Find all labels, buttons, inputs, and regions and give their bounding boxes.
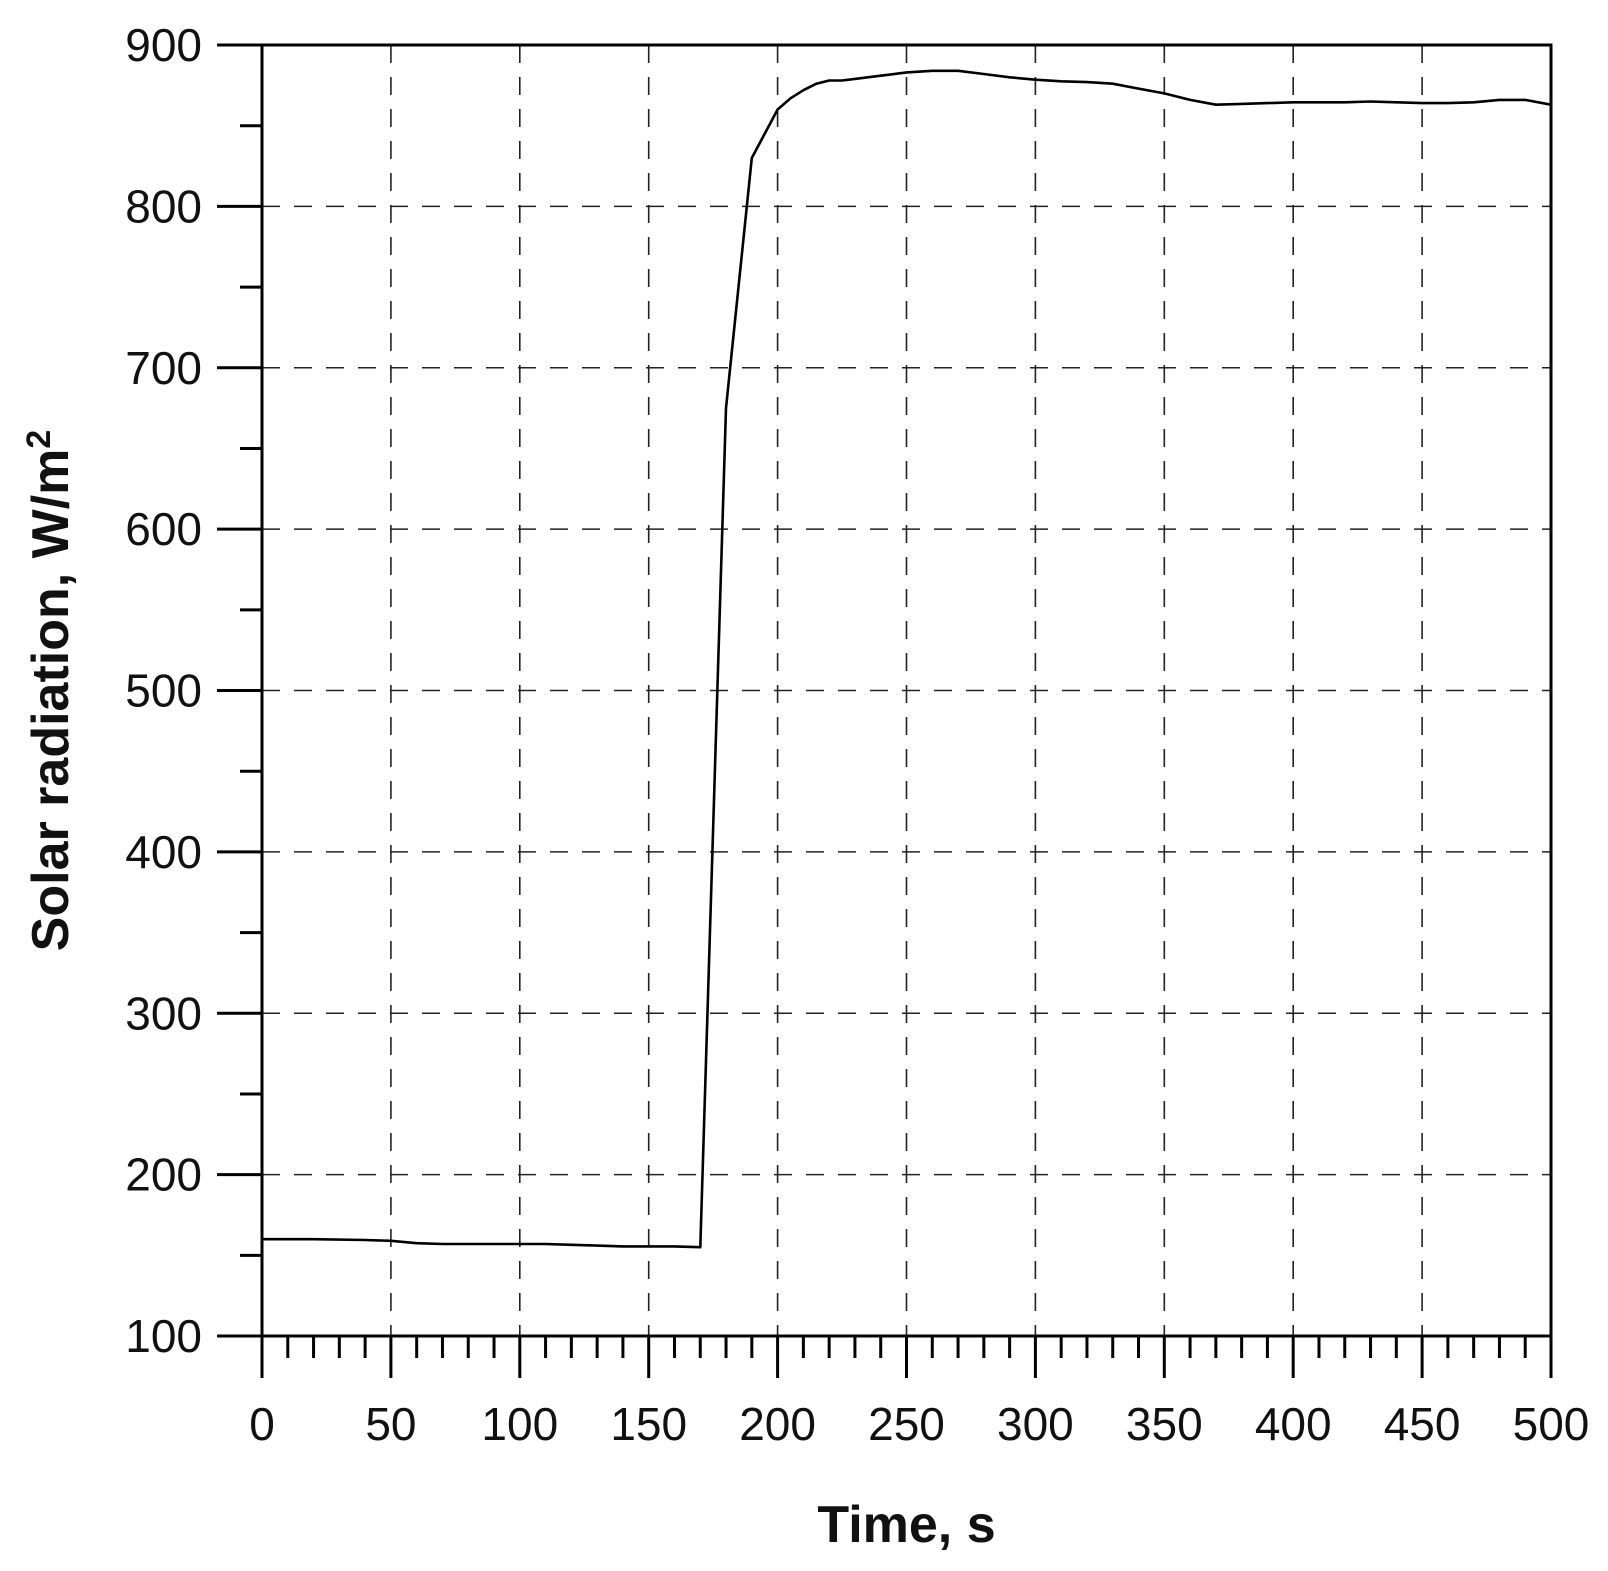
y-tick-labels: 100 200 300 400 500 600 700 800 900 — [125, 19, 202, 1362]
x-axis-title: Time, s — [817, 1496, 995, 1554]
x-tick-label: 500 — [1513, 1398, 1590, 1450]
y-axis-title: Solar radiation, W/m2 — [20, 430, 80, 952]
x-tick-label: 0 — [249, 1398, 275, 1450]
x-tick-label: 50 — [365, 1398, 416, 1450]
y-tick-label: 600 — [125, 503, 202, 555]
y-tick-label: 500 — [125, 665, 202, 717]
x-tick-label: 300 — [997, 1398, 1074, 1450]
x-tick-labels: 0 50 100 150 200 250 300 350 400 450 500 — [249, 1398, 1589, 1450]
series-line — [262, 69, 1552, 1249]
grid-lines — [262, 45, 1551, 1336]
x-tick-label: 200 — [739, 1398, 816, 1450]
y-tick-label: 400 — [125, 826, 202, 878]
y-tick-label: 300 — [125, 987, 202, 1039]
x-tick-label: 350 — [1126, 1398, 1203, 1450]
minor-ticks — [217, 43, 1553, 1378]
series-layer — [262, 69, 1552, 1249]
x-tick-label: 250 — [868, 1398, 945, 1450]
y-tick-label: 200 — [125, 1149, 202, 1201]
y-tick-label: 700 — [125, 342, 202, 394]
y-tick-label: 900 — [125, 19, 202, 71]
y-axis-title-text: Solar radiation, W/m — [22, 449, 80, 952]
y-axis-title-superscript: 2 — [20, 430, 58, 449]
x-tick-label: 450 — [1384, 1398, 1461, 1450]
x-tick-label: 400 — [1255, 1398, 1332, 1450]
plot-frame — [260, 43, 1553, 1338]
x-tick-label: 100 — [481, 1398, 558, 1450]
y-tick-label: 800 — [125, 180, 202, 232]
y-tick-label: 100 — [125, 1310, 202, 1362]
x-tick-label: 150 — [610, 1398, 687, 1450]
